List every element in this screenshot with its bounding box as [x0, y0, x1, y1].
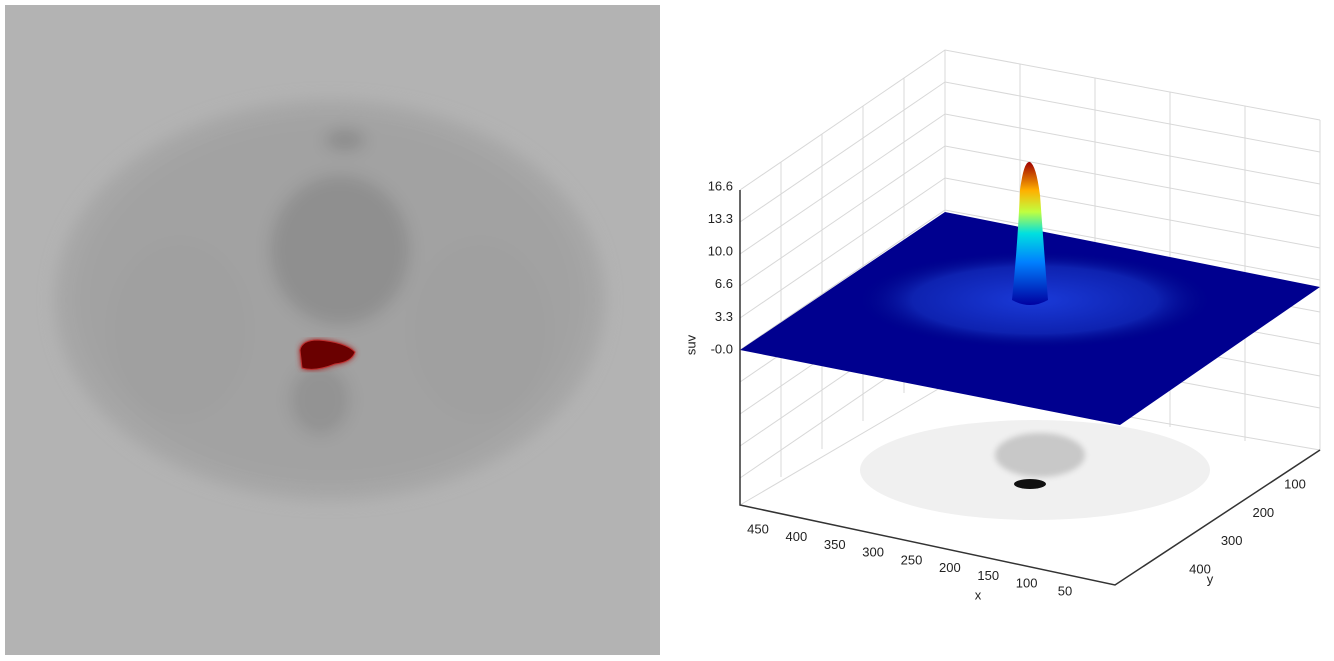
x-tick-label: 450	[747, 521, 769, 536]
z-tick-label: 16.6	[708, 178, 733, 193]
x-tick-label: 100	[1016, 576, 1038, 591]
y-tick-label: 100	[1284, 476, 1306, 491]
z-tick-label: -0.0	[711, 341, 733, 356]
x-tick-label: 150	[977, 568, 999, 583]
z-tick-label: 6.6	[715, 276, 733, 291]
y-tick-label: 400	[1189, 561, 1211, 576]
x-tick-label: 300	[862, 545, 884, 560]
z-tick-label: 3.3	[715, 309, 733, 324]
z-axis-label: suv	[683, 334, 698, 355]
z-tick-label: 10.0	[708, 244, 733, 259]
x-tick-label: 250	[901, 552, 923, 567]
page: {"plot": {"z_label": "suv", "z_ticks": […	[0, 0, 1334, 656]
y-tick-label: 200	[1252, 505, 1274, 520]
figure: suv x y 16.613.310.06.63.3-0.04504003503…	[0, 0, 1334, 656]
x-tick-label: 350	[824, 537, 846, 552]
x-tick-label: 200	[939, 560, 961, 575]
x-axis-label: x	[975, 587, 982, 602]
pet-slice	[5, 5, 660, 655]
z-tick-label: 13.3	[708, 211, 733, 226]
x-tick-label: 400	[786, 529, 808, 544]
plot-box	[740, 50, 1320, 585]
x-tick-label: 50	[1058, 583, 1072, 598]
y-tick-label: 300	[1221, 533, 1243, 548]
